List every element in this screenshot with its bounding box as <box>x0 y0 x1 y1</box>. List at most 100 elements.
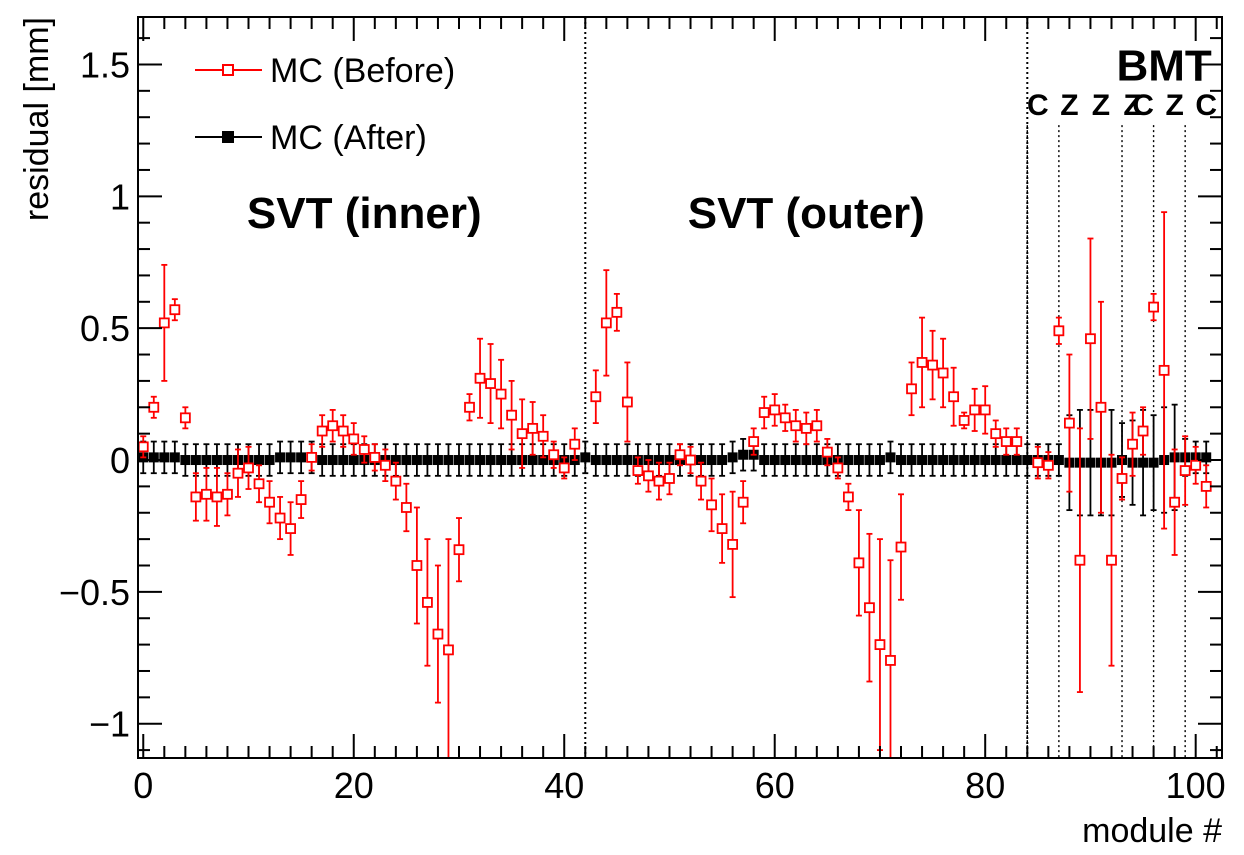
data-point-before <box>664 473 675 484</box>
data-point-before <box>790 420 802 432</box>
data-point-before <box>222 488 233 500</box>
data-point-before <box>201 488 212 500</box>
data-point-after <box>1148 457 1159 468</box>
data-point-before <box>632 465 644 476</box>
x-tick-label: 0 <box>133 765 153 806</box>
data-point-after <box>1022 455 1033 466</box>
data-point-before <box>885 655 896 666</box>
data-point-before <box>358 444 370 455</box>
data-point-before <box>1137 425 1149 437</box>
data-point-after <box>1201 452 1212 463</box>
data-point-before <box>1032 457 1044 469</box>
legend-marker-before <box>222 64 234 76</box>
data-point-after <box>622 455 633 466</box>
data-point-before <box>337 425 349 437</box>
data-point-before <box>958 415 970 426</box>
data-point-before <box>348 433 360 445</box>
data-point-before <box>1085 333 1096 345</box>
bmt-sublabel: C <box>1195 89 1217 122</box>
data-point-before <box>737 496 749 508</box>
data-point-after <box>864 455 875 466</box>
data-point-after <box>296 452 307 463</box>
x-tick-label: 100 <box>1166 765 1226 806</box>
data-point-after <box>759 455 770 466</box>
data-point-after <box>580 452 591 463</box>
data-point-before <box>906 383 917 395</box>
data-point-after <box>843 455 854 466</box>
y-tick-label: −1 <box>89 704 130 745</box>
legend-entry-before: MC (Before) <box>270 52 455 90</box>
series-group <box>137 211 1212 758</box>
data-point-before <box>137 441 149 453</box>
data-point-before <box>422 597 433 608</box>
data-point-after <box>464 455 475 466</box>
data-point-before <box>1063 417 1075 429</box>
data-point-before <box>590 391 602 403</box>
data-point-before <box>537 430 549 442</box>
data-point-before <box>243 462 254 474</box>
x-tick-label: 80 <box>965 765 1005 806</box>
data-point-before <box>779 412 791 424</box>
y-tick-label: −0.5 <box>59 572 130 613</box>
data-point-before <box>253 478 265 490</box>
data-point-after <box>338 455 349 466</box>
legend-marker-after <box>222 131 234 143</box>
data-point-before <box>1106 554 1117 566</box>
data-point-after <box>159 452 170 463</box>
data-point-before <box>842 491 854 503</box>
data-point-after <box>275 452 286 463</box>
data-point-before <box>1095 401 1107 413</box>
data-point-before <box>1074 554 1086 566</box>
data-point-after <box>211 455 222 466</box>
x-tick-label: 60 <box>755 765 795 806</box>
data-point-before <box>411 560 423 571</box>
x-tick-label: 20 <box>334 765 374 806</box>
data-point-before <box>895 541 907 553</box>
data-point-after <box>264 455 275 466</box>
data-point-before <box>1127 438 1138 450</box>
data-point-before <box>727 539 739 550</box>
y-axis-title: residual [mm] <box>18 17 56 221</box>
data-point-before <box>516 428 528 440</box>
data-point-before <box>674 449 686 461</box>
data-point-before <box>1158 364 1170 376</box>
data-point-before <box>558 462 570 474</box>
data-point-after <box>475 455 486 466</box>
data-point-before <box>1148 301 1159 313</box>
y-tick-label: 1.5 <box>80 44 130 85</box>
data-point-before <box>653 475 665 487</box>
data-point-before <box>769 404 781 416</box>
data-point-after <box>811 455 822 466</box>
data-point-after <box>190 455 201 466</box>
data-point-before <box>232 467 244 479</box>
data-point-before <box>695 475 707 487</box>
y-tick-label: 1 <box>110 176 130 217</box>
data-point-before <box>453 544 465 556</box>
data-point-after <box>853 455 864 466</box>
data-point-after <box>348 455 359 466</box>
data-point-after <box>990 455 1001 466</box>
data-series <box>137 211 1212 758</box>
data-point-before <box>1116 473 1128 484</box>
data-point-before <box>1179 465 1191 476</box>
data-point-after <box>717 455 728 466</box>
data-point-before <box>821 446 833 458</box>
bmt-sublabel: Z <box>1060 89 1078 122</box>
data-point-before <box>874 639 886 651</box>
data-point-before <box>611 306 623 318</box>
y-tick-label: 0 <box>110 440 130 481</box>
data-point-after <box>780 455 791 466</box>
data-point-before <box>190 491 202 503</box>
data-point-after <box>317 455 328 466</box>
data-point-before <box>379 459 391 471</box>
region-label-svt-inner: SVT (inner) <box>247 189 482 238</box>
data-point-before <box>569 438 581 450</box>
data-point-before <box>643 470 654 482</box>
data-point-before <box>464 401 475 413</box>
data-point-after <box>801 455 812 466</box>
data-point-after <box>938 455 949 466</box>
data-point-before <box>811 420 823 432</box>
data-point-after <box>969 455 980 466</box>
data-point-before <box>1000 436 1012 447</box>
